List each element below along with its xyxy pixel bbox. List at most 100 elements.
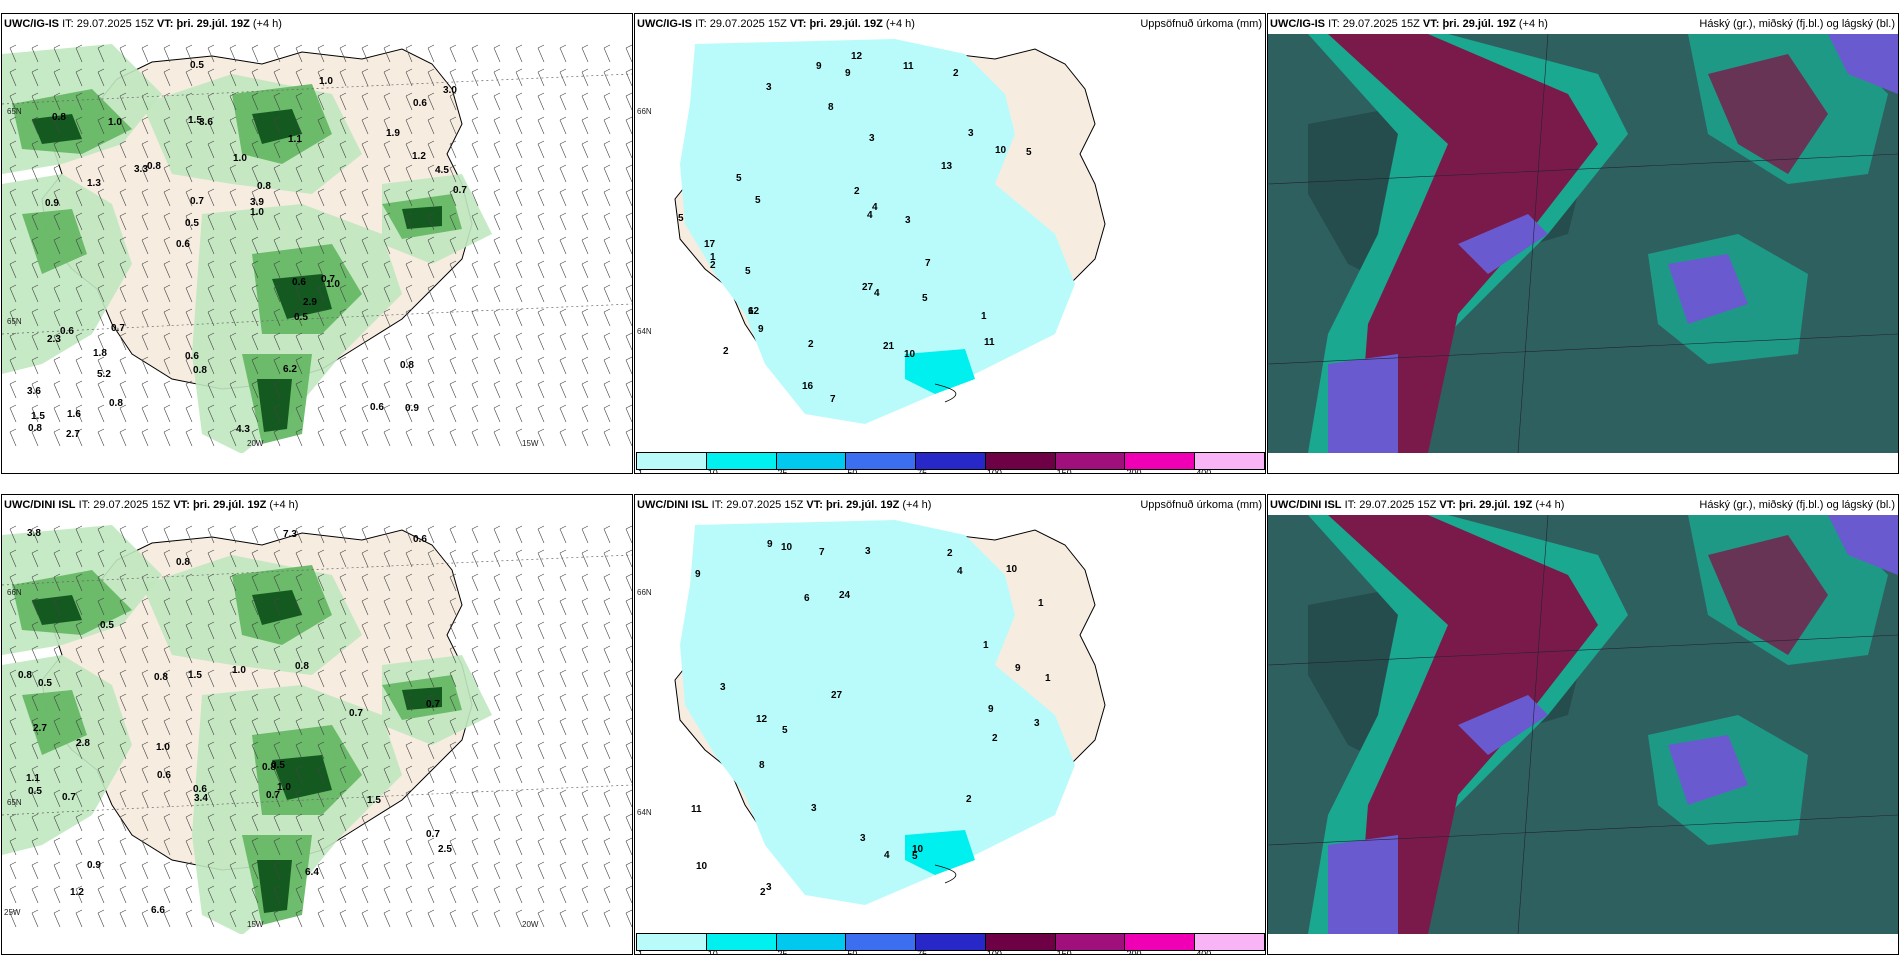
wind-barb <box>163 645 171 664</box>
wind-barb <box>603 693 611 712</box>
run-info: UWC/DINI ISL IT: 29.07.2025 15Z VT: þri.… <box>1270 495 1564 515</box>
wind-barb <box>141 597 149 616</box>
precip-value: 0.8 <box>295 661 309 672</box>
vt-label: VT: <box>806 499 823 511</box>
wind-barb <box>625 693 632 712</box>
wind-barb <box>119 717 127 736</box>
wind-barb <box>471 284 479 303</box>
wind-barb <box>163 789 171 808</box>
wind-barb <box>229 68 237 87</box>
vt-value: þri. 29.júl. 19Z <box>809 18 883 30</box>
it-value: 29.07.2025 15Z <box>93 499 171 511</box>
accum-value: 3 <box>865 546 871 557</box>
wind-barb <box>251 885 259 904</box>
cloud-mid <box>1328 835 1398 934</box>
wind-barb <box>471 44 479 63</box>
accum-value: 3 <box>968 128 974 139</box>
wind-barb <box>163 669 171 688</box>
wind-barb <box>537 693 545 712</box>
wind-barb <box>295 44 303 63</box>
wind-barb <box>493 813 501 832</box>
wind-barb <box>295 428 303 447</box>
wind-barb <box>317 284 325 303</box>
wind-barb <box>9 164 17 183</box>
wind-barb <box>383 116 391 135</box>
wind-barb <box>273 212 281 231</box>
wind-barb <box>515 188 523 207</box>
wind-barb <box>405 404 413 423</box>
wind-barb <box>559 164 567 183</box>
wind-barb <box>31 428 39 447</box>
wind-barb <box>9 284 17 303</box>
wind-barb <box>163 573 171 592</box>
precip-value: 4.3 <box>236 424 250 435</box>
wind-barb <box>383 68 391 87</box>
wind-barb <box>471 404 479 423</box>
wind-barb <box>9 380 17 399</box>
wind-barb <box>141 164 149 183</box>
wind-barb <box>53 669 61 688</box>
wind-barb <box>317 428 325 447</box>
wind-barb <box>493 765 501 784</box>
wind-barb <box>427 741 435 760</box>
wind-barb <box>493 356 501 375</box>
wind-barb <box>559 717 567 736</box>
wind-barb <box>119 308 127 327</box>
wind-barb <box>559 909 567 928</box>
accum-value: 5 <box>922 293 928 304</box>
wind-barb <box>229 428 237 447</box>
wind-barb <box>229 308 237 327</box>
wind-barb <box>427 188 435 207</box>
wind-barb <box>273 837 281 856</box>
wind-barb <box>317 332 325 351</box>
wind-barb <box>75 212 83 231</box>
wind-barb <box>295 92 303 111</box>
wind-barb <box>559 813 567 832</box>
wind-barb <box>515 885 523 904</box>
wind-barb <box>119 789 127 808</box>
wind-barb <box>273 885 281 904</box>
wind-barb <box>141 909 149 928</box>
wind-barb <box>75 308 83 327</box>
wind-barb <box>493 597 501 616</box>
map-canvas <box>1268 34 1898 453</box>
wind-barb <box>493 260 501 279</box>
wind-barb <box>361 92 369 111</box>
wind-barb <box>427 597 435 616</box>
wind-barb <box>295 284 303 303</box>
precip-value: 1.8 <box>93 348 107 359</box>
wind-barb <box>559 573 567 592</box>
wind-barb <box>625 573 632 592</box>
precip-value: 2.9 <box>303 297 317 308</box>
wind-barb <box>317 597 325 616</box>
wind-barb <box>383 356 391 375</box>
precip-value: 0.8 <box>176 557 190 568</box>
wind-barb <box>295 188 303 207</box>
wind-barb <box>9 236 17 255</box>
wind-barb <box>141 68 149 87</box>
accum-value: 4 <box>884 850 890 861</box>
wind-barb <box>339 645 347 664</box>
wind-barb <box>339 356 347 375</box>
wind-barb <box>251 573 259 592</box>
wind-barb <box>427 765 435 784</box>
wind-barb <box>97 549 105 568</box>
wind-barb <box>405 68 413 87</box>
wind-barb <box>537 717 545 736</box>
wind-barb <box>75 813 83 832</box>
wind-barb <box>493 380 501 399</box>
wind-barb <box>185 669 193 688</box>
wind-barb <box>119 549 127 568</box>
wind-barb <box>581 116 589 135</box>
wind-barb <box>295 717 303 736</box>
wind-barb <box>163 164 171 183</box>
precip-value: 0.5 <box>185 218 199 229</box>
wind-barb <box>471 837 479 856</box>
wind-barb <box>185 645 193 664</box>
wind-barb <box>361 188 369 207</box>
wind-barb <box>9 44 17 63</box>
wind-barb <box>9 212 17 231</box>
wind-barb <box>559 188 567 207</box>
vt-value: þri. 29.júl. 19Z <box>1442 18 1516 30</box>
wind-barb <box>185 92 193 111</box>
